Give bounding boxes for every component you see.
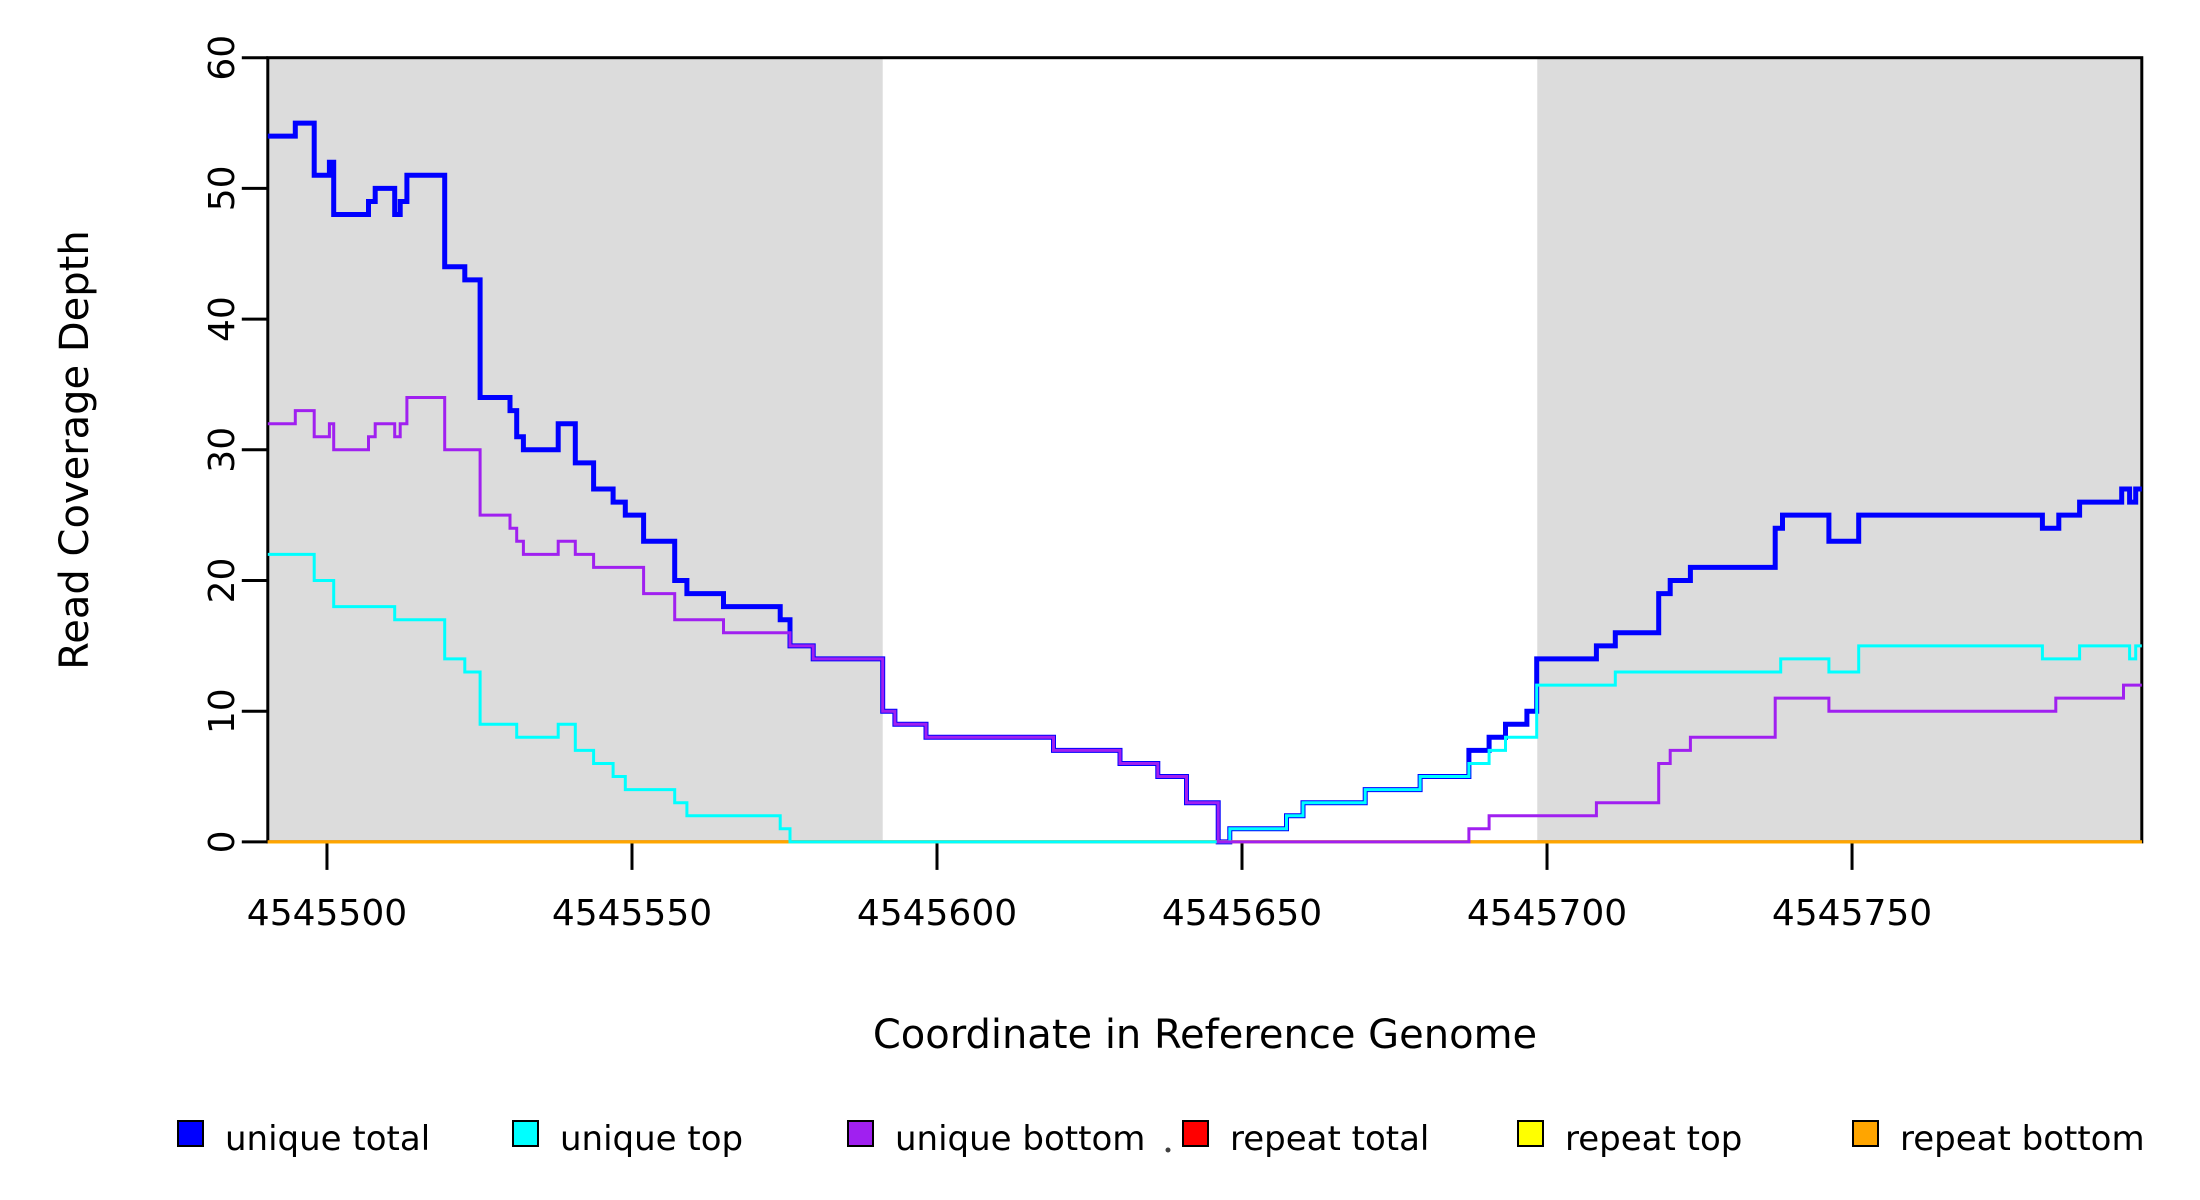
legend-label: repeat top [1565,1119,1742,1159]
series-unique-bottom [267,396,2142,844]
legend-swatch-unique-total [177,1120,204,1147]
y-tick-label: 30 [202,427,243,473]
y-tick-label: 10 [202,688,243,734]
shaded-region-2 [1537,57,2142,842]
y-tick-label: 40 [202,296,243,342]
x-tick-label: 4545550 [552,893,712,934]
series-unique-top [267,552,2142,844]
x-tick-label: 4545700 [1467,893,1627,934]
x-tick-label: 4545600 [857,893,1017,934]
stray-dot [1165,1147,1171,1153]
axes: 4545500 4545550 4545600 4545650 4545700 45457… [202,35,2144,934]
legend-label: unique top [560,1119,743,1159]
series-lines [267,120,2142,845]
x-axis-title: Coordinate in Reference Genome [873,1012,1537,1058]
legend-label: unique total [225,1119,430,1159]
y-tick-label: 0 [202,830,243,853]
x-tick-label: 4545750 [1772,893,1932,934]
legend-swatch-unique-top [512,1120,539,1147]
y-tick-label: 60 [202,35,243,81]
y-tick-label: 20 [202,558,243,604]
x-tick-label: 4545500 [247,893,407,934]
y-tick-label: 50 [202,165,243,211]
shaded-regions [267,57,2142,842]
legend-entry-unique-bottom: unique bottom [847,1119,1145,1159]
x-tick-label: 4545650 [1162,893,1322,934]
legend-swatch-repeat-top [1517,1120,1544,1147]
legend-swatch-unique-bottom [847,1120,874,1147]
legend-label: repeat bottom [1900,1119,2145,1159]
legend-entry-repeat-bottom: repeat bottom [1852,1119,2145,1159]
legend-label: repeat total [1230,1119,1429,1159]
legend: unique total unique top unique bottom repea… [177,1119,2145,1159]
legend-label: unique bottom [895,1119,1145,1159]
legend-entry-repeat-top: repeat top [1517,1119,1742,1159]
legend-entry-unique-total: unique total [177,1119,430,1159]
y-axis-title: Read Coverage Depth [52,230,98,669]
legend-swatch-repeat-bottom [1852,1120,1879,1147]
legend-swatch-repeat-total [1182,1120,1209,1147]
legend-entry-repeat-total: repeat total [1182,1119,1429,1159]
legend-entry-unique-top: unique top [512,1119,743,1159]
